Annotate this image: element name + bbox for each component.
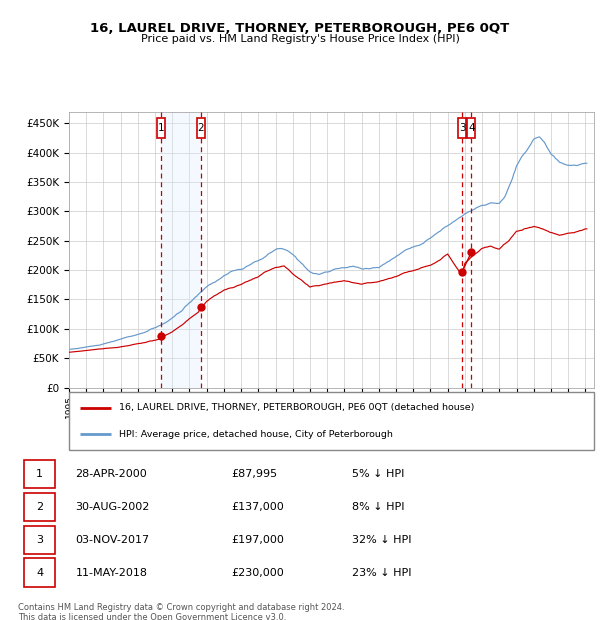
Text: £230,000: £230,000 [231,568,284,578]
FancyBboxPatch shape [467,118,475,138]
FancyBboxPatch shape [24,460,55,489]
FancyBboxPatch shape [157,118,164,138]
Text: £197,000: £197,000 [231,535,284,545]
Text: 5% ↓ HPI: 5% ↓ HPI [352,469,404,479]
Text: 4: 4 [468,123,475,133]
Text: 28-APR-2000: 28-APR-2000 [76,469,148,479]
Text: 3: 3 [36,535,43,545]
Bar [161,112,201,388]
FancyBboxPatch shape [197,118,205,138]
Text: £87,995: £87,995 [231,469,277,479]
FancyBboxPatch shape [24,493,55,521]
Text: 23% ↓ HPI: 23% ↓ HPI [352,568,412,578]
Text: 1: 1 [36,469,43,479]
FancyBboxPatch shape [24,526,55,554]
Text: 30-AUG-2002: 30-AUG-2002 [76,502,150,512]
Text: 16, LAUREL DRIVE, THORNEY, PETERBOROUGH, PE6 0QT (detached house): 16, LAUREL DRIVE, THORNEY, PETERBOROUGH,… [119,404,474,412]
Text: HPI: Average price, detached house, City of Peterborough: HPI: Average price, detached house, City… [119,430,393,438]
Text: Contains HM Land Registry data © Crown copyright and database right 2024.
This d: Contains HM Land Registry data © Crown c… [18,603,344,620]
Text: 16, LAUREL DRIVE, THORNEY, PETERBOROUGH, PE6 0QT: 16, LAUREL DRIVE, THORNEY, PETERBOROUGH,… [91,22,509,35]
Text: 8% ↓ HPI: 8% ↓ HPI [352,502,404,512]
Text: 2: 2 [36,502,43,512]
Text: 32% ↓ HPI: 32% ↓ HPI [352,535,412,545]
FancyBboxPatch shape [24,559,55,587]
Text: £137,000: £137,000 [231,502,284,512]
Text: Price paid vs. HM Land Registry's House Price Index (HPI): Price paid vs. HM Land Registry's House … [140,34,460,44]
Text: 03-NOV-2017: 03-NOV-2017 [76,535,150,545]
Text: 11-MAY-2018: 11-MAY-2018 [76,568,148,578]
Text: 4: 4 [36,568,43,578]
Text: 3: 3 [458,123,465,133]
Text: 2: 2 [197,123,204,133]
FancyBboxPatch shape [458,118,466,138]
Text: 1: 1 [157,123,164,133]
